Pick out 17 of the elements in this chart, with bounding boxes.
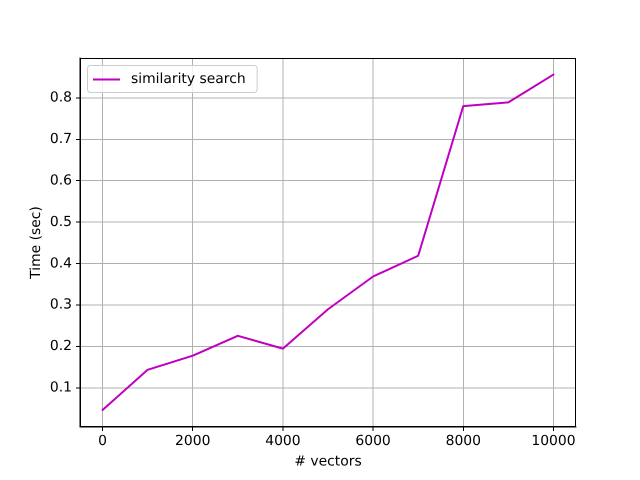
legend-label: similarity search <box>131 71 246 88</box>
x-tick-label: 8000 <box>446 432 481 449</box>
y-tick-label: 0.5 <box>50 214 72 230</box>
y-tick-label: 0.1 <box>50 380 72 396</box>
y-tick-label: 0.2 <box>50 338 72 354</box>
y-tick-label: 0.6 <box>50 172 72 188</box>
y-axis-title: Time (sec) <box>28 206 44 280</box>
x-tick-label: 2000 <box>175 432 210 449</box>
x-tick-label: 10000 <box>531 432 576 449</box>
x-axis-title: # vectors <box>294 453 362 470</box>
y-tick-label: 0.4 <box>50 255 72 272</box>
x-tick-label: 0 <box>98 432 107 449</box>
x-tick-label: 6000 <box>355 432 391 449</box>
y-tick-label: 0.8 <box>50 89 72 106</box>
x-tick-label: 4000 <box>265 432 301 449</box>
y-tick-label: 0.7 <box>50 130 72 147</box>
y-tick-label: 0.3 <box>50 296 72 313</box>
